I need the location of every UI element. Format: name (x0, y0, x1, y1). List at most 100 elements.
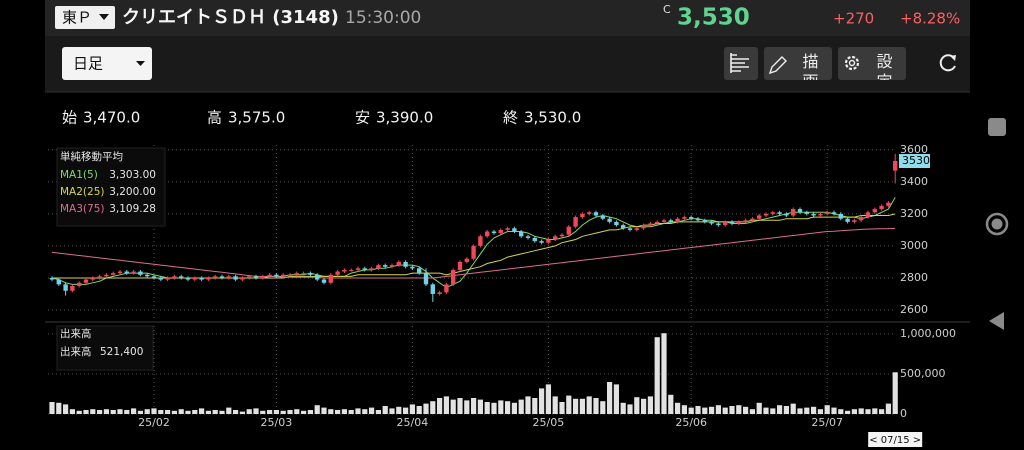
volume-bar (613, 384, 619, 414)
volume-bar (49, 402, 55, 414)
candle-body (355, 268, 361, 270)
volume-bar (341, 409, 347, 414)
candle-body (192, 277, 197, 280)
volume-legend-value: 521,400 (100, 346, 143, 358)
candle-body (770, 212, 775, 214)
candle-body (791, 209, 796, 216)
volume-bar (110, 410, 116, 414)
market-select[interactable] (55, 6, 115, 29)
candle-body (206, 277, 211, 280)
price: 3,530 (677, 5, 750, 31)
refresh-arrow (950, 55, 956, 61)
candle-body (689, 217, 694, 219)
volume-tick-label: 0 (900, 407, 907, 420)
candle-body (539, 241, 544, 243)
y-tick-label: 3600 (900, 143, 928, 156)
legend-value: 3,200.00 (109, 186, 156, 198)
candle-body (83, 279, 89, 283)
pencil-icon (768, 56, 787, 75)
period-select[interactable] (62, 47, 152, 80)
ma-legend (56, 147, 166, 227)
candle-body (655, 221, 660, 224)
volume-bar (477, 399, 483, 414)
candle-body (321, 279, 327, 283)
volume-bar (783, 406, 789, 414)
candle-body (587, 212, 592, 214)
volume-bar (505, 401, 511, 414)
volume-bar (219, 410, 225, 414)
volume-bar (375, 410, 381, 414)
volume-bar (498, 400, 504, 414)
ma-line (51, 227, 896, 279)
price-tag (899, 154, 930, 169)
list-icon (730, 53, 749, 73)
volume-bar (151, 408, 157, 414)
candle-body (213, 276, 218, 278)
candle-body (859, 217, 864, 221)
candle-body (158, 277, 163, 280)
candle-body (308, 273, 313, 275)
candle-body (784, 213, 789, 216)
candle-body (430, 284, 435, 294)
candle-body (804, 212, 809, 214)
volume-bar (817, 409, 823, 414)
volume-bar (681, 405, 687, 414)
volume-bar (491, 402, 497, 414)
volume-bar (199, 408, 205, 414)
candle-body (117, 271, 123, 274)
period: 日足 (73, 55, 103, 73)
nav-back[interactable] (989, 312, 1004, 330)
candle-body (294, 273, 299, 275)
candle-body (573, 217, 578, 227)
legend-entry: MA3(75) (60, 203, 104, 215)
volume-bar (729, 406, 735, 414)
candle-body (519, 231, 524, 237)
candle-body (818, 213, 823, 216)
volume-bar (273, 410, 279, 414)
change: +270 (833, 10, 874, 28)
legend-entry: MA1(5) (60, 169, 98, 181)
volume-bar (641, 398, 647, 414)
candle-body (281, 274, 286, 277)
volume-legend-title: 出来高 (60, 327, 92, 340)
candle-body (423, 273, 429, 285)
volume-bar (233, 410, 239, 414)
header-bar (45, 0, 970, 36)
candle-body (253, 276, 259, 278)
volume-bar (865, 409, 871, 414)
volume-bar (185, 410, 191, 414)
candle-body (362, 268, 367, 270)
candle-body (172, 276, 177, 278)
volume-bar (294, 409, 300, 414)
volume-tick-label: 1,000,000 (900, 327, 956, 340)
volume-bar (335, 410, 341, 414)
x-tick-label: 25/05 (533, 416, 565, 429)
candle-body (505, 228, 510, 230)
ohlc-value: 3,390.0 (376, 109, 433, 127)
candle-body (865, 212, 871, 218)
candle-body (464, 258, 469, 262)
volume-bar (858, 408, 864, 414)
volume-bar (879, 409, 885, 414)
volume-bar (369, 407, 375, 414)
volume-bar (314, 405, 320, 414)
candle-body (389, 265, 395, 267)
dropdown-arrow (99, 14, 109, 20)
volume-bar (328, 409, 334, 414)
draw-button[interactable] (764, 47, 832, 80)
nav-home[interactable] (985, 212, 1009, 236)
volume-bar (695, 406, 701, 414)
volume-bar (307, 410, 313, 414)
candle-body (621, 225, 626, 229)
candle-body (593, 212, 599, 216)
settings-button[interactable] (838, 47, 906, 80)
market: 東Ｐ (62, 9, 92, 27)
volume-bar (797, 408, 803, 414)
refresh-icon[interactable] (939, 54, 956, 72)
volume-bar (403, 407, 409, 414)
candle-body (471, 245, 476, 259)
volume-bar (423, 403, 429, 414)
volume-bar (253, 408, 259, 414)
nav-recent[interactable] (988, 118, 1006, 136)
